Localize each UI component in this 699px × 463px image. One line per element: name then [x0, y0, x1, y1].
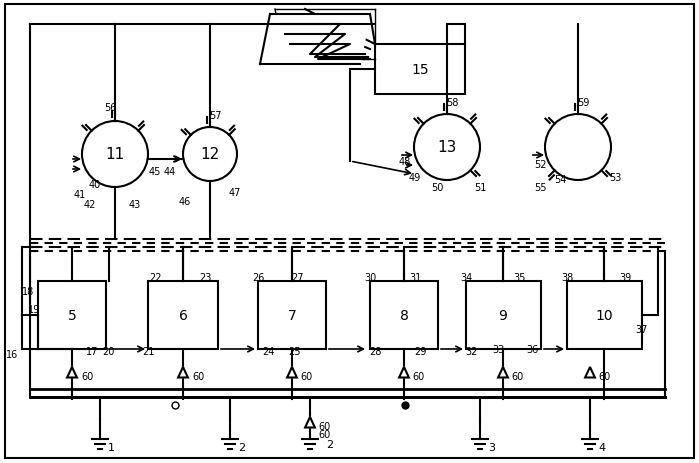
- Polygon shape: [67, 367, 77, 378]
- Text: 55: 55: [534, 182, 546, 193]
- Text: 25: 25: [289, 346, 301, 356]
- Text: 49: 49: [409, 173, 421, 182]
- Text: 28: 28: [369, 346, 381, 356]
- Text: 58: 58: [446, 98, 458, 108]
- Text: 19: 19: [28, 304, 41, 314]
- Bar: [38, 282, 106, 349]
- Text: 12: 12: [201, 147, 219, 162]
- Text: 42: 42: [84, 200, 96, 210]
- Text: 16: 16: [6, 349, 18, 359]
- Text: 59: 59: [577, 98, 589, 108]
- Text: 60: 60: [301, 371, 313, 381]
- Bar: [375, 45, 465, 95]
- Text: 22: 22: [149, 272, 161, 282]
- Text: 1: 1: [108, 442, 115, 452]
- Bar: [370, 282, 438, 349]
- Text: 48: 48: [399, 156, 411, 167]
- Text: 44: 44: [164, 167, 176, 176]
- Text: 9: 9: [498, 308, 507, 322]
- Text: 34: 34: [460, 272, 472, 282]
- Text: 24: 24: [262, 346, 274, 356]
- Text: 60: 60: [413, 371, 425, 381]
- Text: 13: 13: [438, 140, 456, 155]
- Text: 30: 30: [364, 272, 376, 282]
- Text: 2: 2: [326, 439, 333, 449]
- Polygon shape: [498, 367, 508, 378]
- Circle shape: [183, 128, 237, 181]
- Circle shape: [82, 122, 148, 188]
- Text: 40: 40: [89, 180, 101, 189]
- Text: 11: 11: [106, 147, 124, 162]
- Text: 45: 45: [149, 167, 161, 176]
- Text: 10: 10: [595, 308, 613, 322]
- Text: 31: 31: [409, 272, 421, 282]
- Bar: [466, 282, 541, 349]
- Polygon shape: [399, 367, 409, 378]
- Polygon shape: [585, 367, 595, 378]
- Text: 56: 56: [104, 103, 116, 113]
- Text: 3: 3: [488, 442, 495, 452]
- Text: 60: 60: [512, 371, 524, 381]
- Text: 23: 23: [199, 272, 211, 282]
- Text: 47: 47: [229, 188, 241, 198]
- Text: 60: 60: [192, 371, 204, 381]
- Text: 41: 41: [74, 189, 86, 200]
- Text: 20: 20: [102, 346, 114, 356]
- Text: 35: 35: [514, 272, 526, 282]
- Text: 15: 15: [411, 63, 428, 77]
- Text: 51: 51: [474, 182, 487, 193]
- Text: 17: 17: [86, 346, 98, 356]
- Polygon shape: [260, 15, 370, 65]
- Polygon shape: [287, 367, 297, 378]
- Text: 60: 60: [319, 421, 331, 431]
- Text: 2: 2: [238, 442, 245, 452]
- Text: 26: 26: [252, 272, 264, 282]
- Text: 6: 6: [178, 308, 187, 322]
- Text: 27: 27: [291, 272, 304, 282]
- Bar: [148, 282, 218, 349]
- Text: 39: 39: [619, 272, 631, 282]
- Text: 38: 38: [561, 272, 573, 282]
- Text: 36: 36: [526, 344, 538, 354]
- Text: 33: 33: [492, 344, 504, 354]
- Text: 37: 37: [636, 324, 648, 334]
- Text: 4: 4: [598, 442, 605, 452]
- Bar: [258, 282, 326, 349]
- Bar: [567, 282, 642, 349]
- Text: 5: 5: [68, 308, 76, 322]
- Text: 52: 52: [534, 160, 546, 169]
- Text: 60: 60: [599, 371, 611, 381]
- Text: 60: 60: [319, 429, 331, 439]
- Text: 60: 60: [81, 371, 93, 381]
- Text: 29: 29: [414, 346, 426, 356]
- Text: 54: 54: [554, 175, 566, 185]
- Text: 53: 53: [609, 173, 621, 182]
- Text: 21: 21: [142, 346, 154, 356]
- Text: 57: 57: [209, 111, 222, 121]
- Text: 18: 18: [22, 287, 34, 296]
- Text: 46: 46: [179, 197, 191, 206]
- Text: 32: 32: [466, 346, 478, 356]
- Polygon shape: [178, 367, 188, 378]
- Polygon shape: [305, 417, 315, 427]
- Circle shape: [414, 115, 480, 181]
- Text: 7: 7: [287, 308, 296, 322]
- Circle shape: [545, 115, 611, 181]
- Text: 50: 50: [431, 182, 443, 193]
- Text: 8: 8: [400, 308, 408, 322]
- Text: 43: 43: [129, 200, 141, 210]
